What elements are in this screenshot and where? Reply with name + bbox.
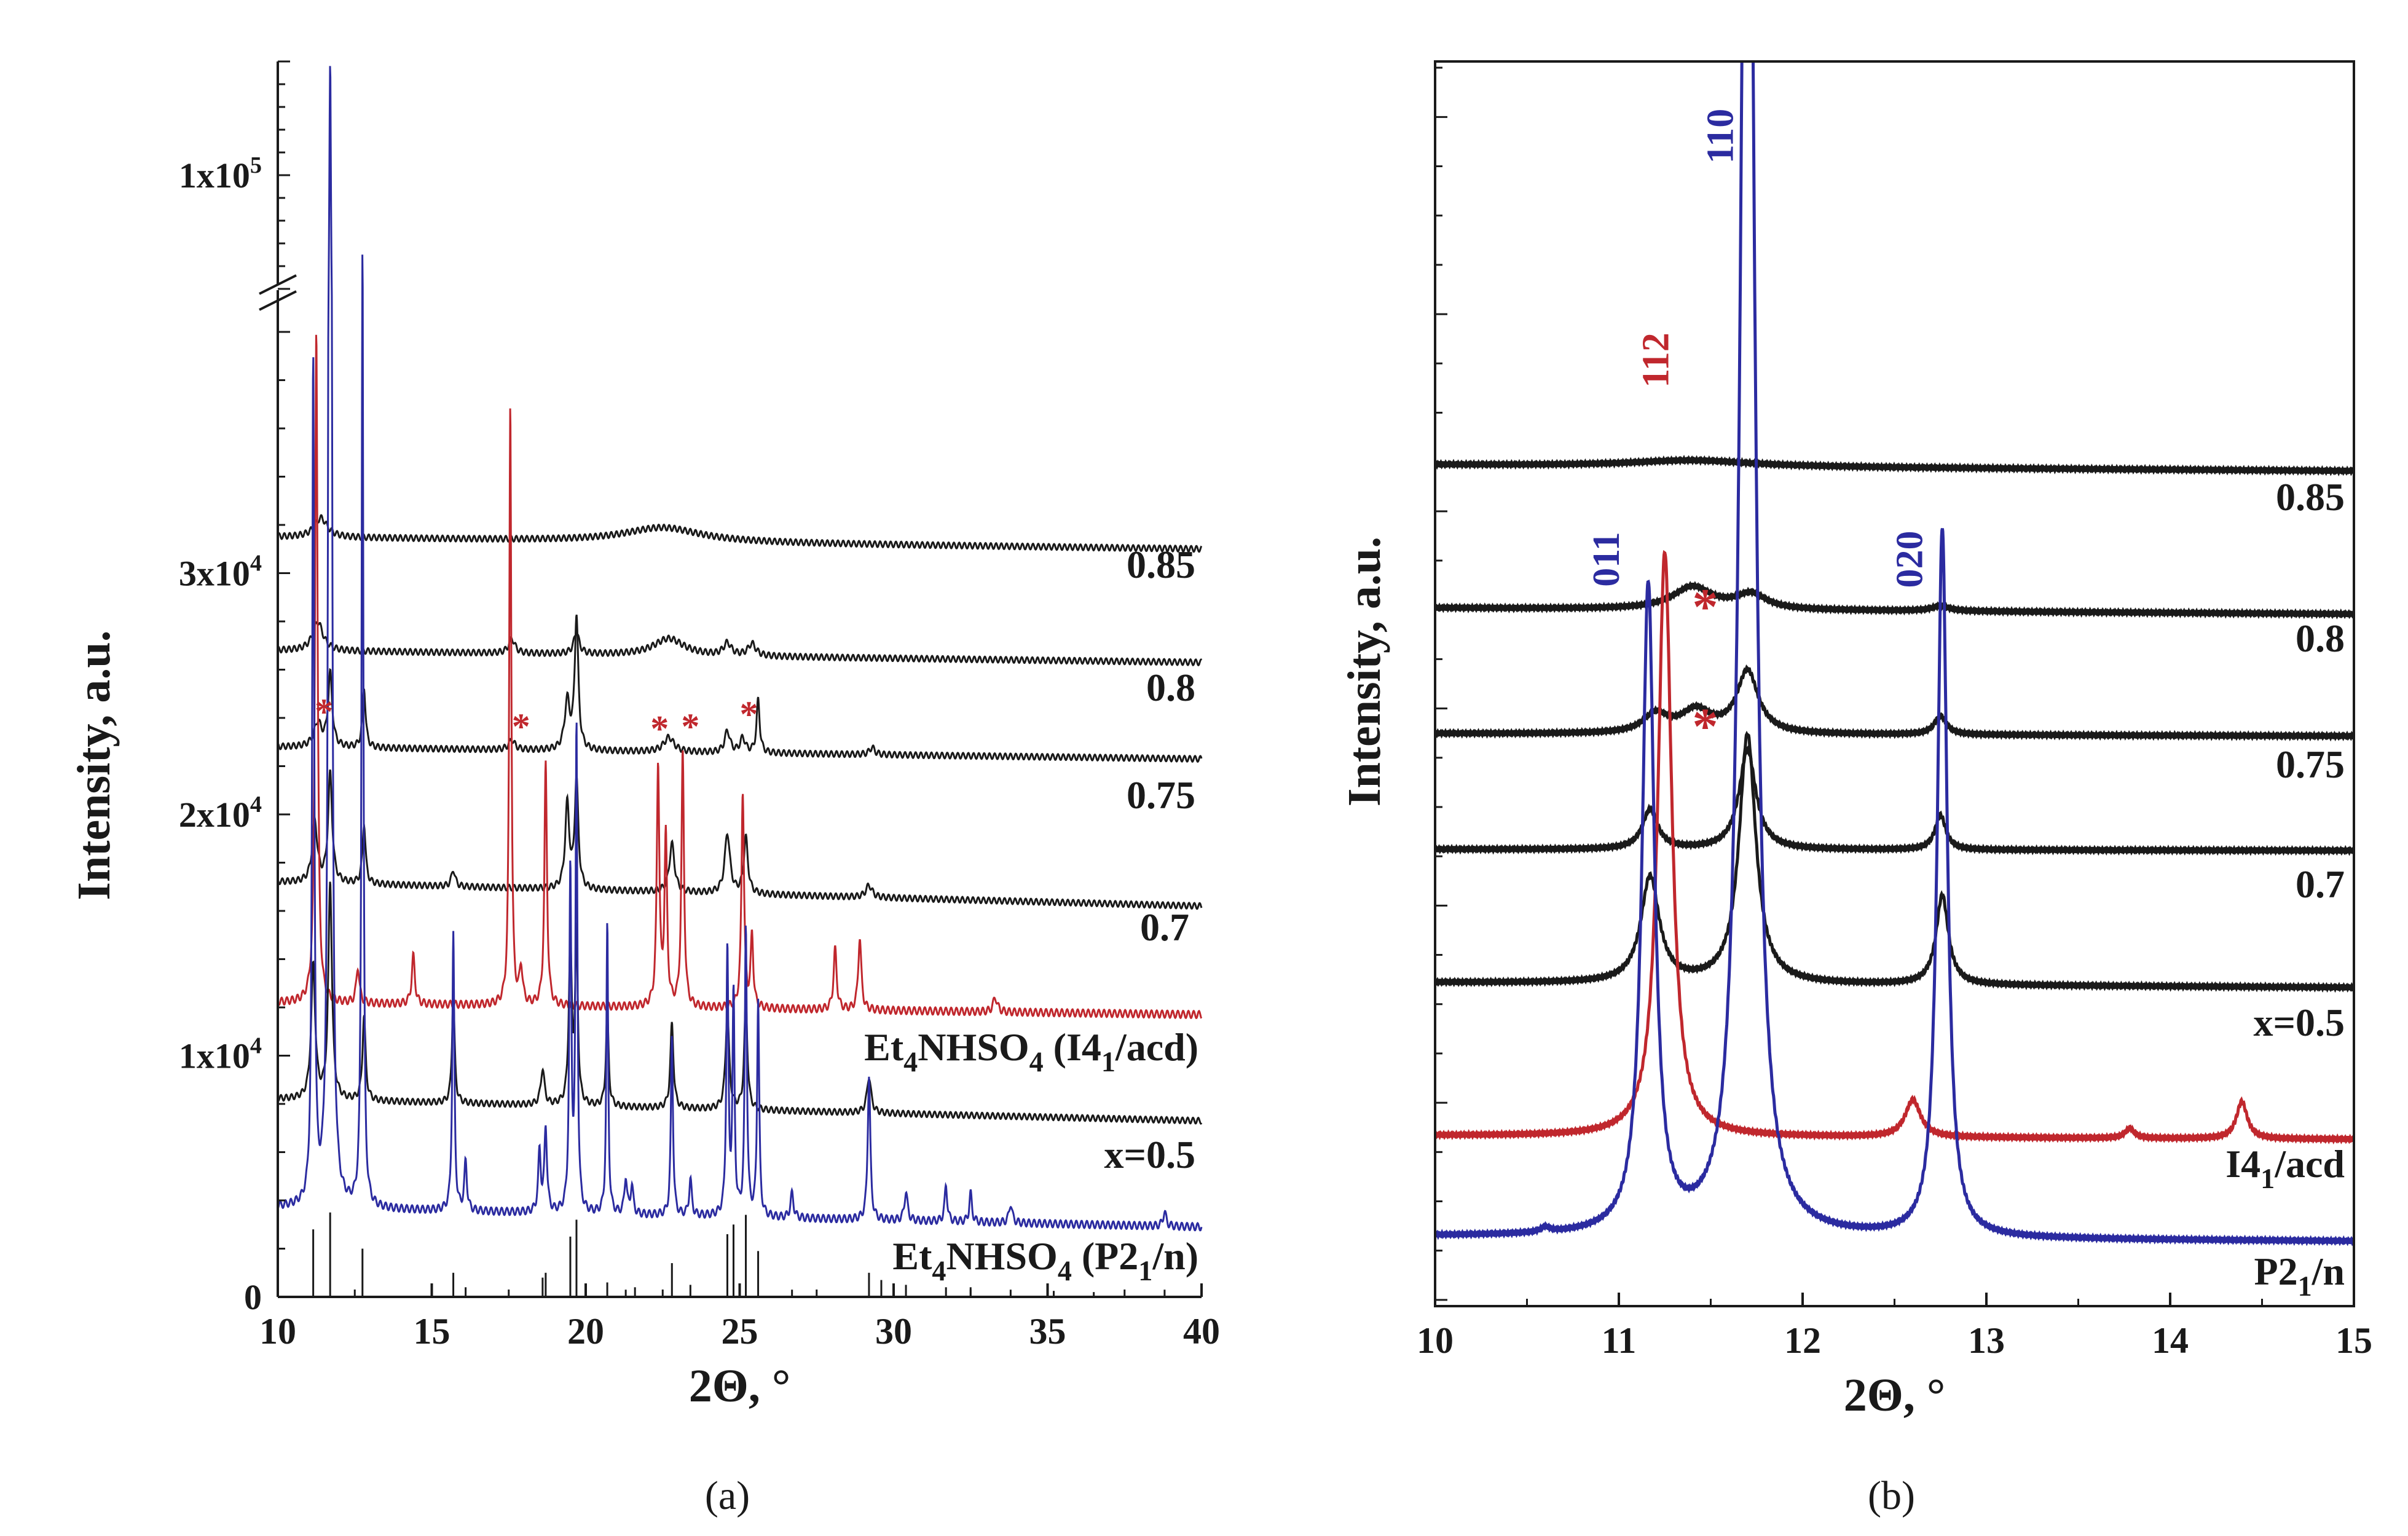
series-line — [278, 514, 1203, 553]
series-path — [278, 514, 1203, 553]
series-label: 0.8 — [1146, 666, 1195, 709]
series-line — [1435, 61, 2354, 1247]
series-path — [1435, 549, 2354, 1144]
series-line — [278, 881, 1203, 1125]
series-path — [1435, 744, 2354, 856]
reference-sticks — [312, 1212, 1166, 1297]
series-path — [1435, 664, 2354, 742]
series-line — [278, 621, 1203, 667]
series-line — [1435, 730, 2354, 993]
series-path — [1435, 61, 2354, 1247]
y-axis-label: Intensity, a.u. — [1339, 537, 1390, 806]
series-path — [278, 621, 1203, 667]
x-tick-label: 10 — [259, 1311, 296, 1352]
x-tick-label: 13 — [1968, 1320, 2005, 1361]
x-tick-label: 14 — [2152, 1320, 2189, 1361]
y-tick-label: 2x104 — [179, 792, 262, 835]
series-path — [1435, 581, 2354, 620]
panel-a-chart: 10 15 20 25 30 35 40 0 1x104 2x104 3x104 1x105 2Θ, °… — [68, 60, 1220, 1518]
peak-marker: * — [315, 691, 333, 732]
peak-marker: * — [740, 694, 758, 735]
series-label: P21/n — [2254, 1250, 2345, 1302]
series-label: 0.75 — [1127, 773, 1195, 817]
series-label: Et4NHSO4 (P21/n) — [892, 1234, 1198, 1286]
y-axis-label: Intensity, a.u. — [68, 630, 120, 900]
series-label: 0.85 — [1127, 543, 1195, 586]
series-line — [1435, 549, 2354, 1144]
caption-a: (a) — [705, 1473, 750, 1518]
series-label: x=0.5 — [2254, 1001, 2345, 1044]
series-label: 0.8 — [2296, 616, 2345, 660]
series-path — [278, 769, 1203, 910]
series-label: 0.7 — [1140, 905, 1189, 949]
x-tick-label: 40 — [1183, 1311, 1220, 1352]
series-label: x=0.5 — [1104, 1133, 1195, 1176]
series-line — [1435, 744, 2354, 856]
series-path — [278, 334, 1203, 1020]
x-tick-label: 35 — [1029, 1311, 1066, 1352]
panel-b-chart: 10 11 12 13 14 15 2Θ, ° Intensity, a.u. (b) 0.85 0… — [1339, 60, 2372, 1518]
x-tick-label: 20 — [567, 1311, 604, 1352]
series-label: I41/acd — [2225, 1142, 2345, 1194]
series-line — [1435, 454, 2354, 476]
peak-marker: * — [1693, 698, 1718, 755]
x-tick-label: 10 — [1417, 1320, 1454, 1361]
peak-marker: * — [650, 709, 669, 749]
series-line — [278, 614, 1203, 763]
y-tick-label: 3x104 — [179, 551, 262, 594]
series-path — [278, 614, 1203, 763]
peak-label: 020 — [1889, 531, 1930, 588]
x-axis-label: 2Θ, ° — [689, 1360, 791, 1412]
caption-b: (b) — [1868, 1473, 1915, 1518]
series-line — [1435, 664, 2354, 742]
peak-label: 110 — [1699, 109, 1741, 164]
axis-break-mark — [259, 274, 297, 295]
peak-marker: * — [512, 706, 530, 747]
x-tick-label: 15 — [2335, 1320, 2372, 1361]
axis-break-mark — [259, 290, 297, 311]
peak-label: 011 — [1586, 532, 1627, 587]
x-tick-label: 30 — [875, 1311, 912, 1352]
series-label: 0.75 — [2276, 742, 2345, 786]
series-line — [278, 334, 1203, 1020]
peak-marker: * — [1693, 578, 1718, 636]
y-tick-label: 0 — [244, 1277, 262, 1317]
x-tick-label: 15 — [414, 1311, 451, 1352]
series-line — [278, 769, 1203, 910]
series-path — [1435, 730, 2354, 993]
x-tick-label: 12 — [1784, 1320, 1821, 1361]
peak-marker: * — [681, 706, 699, 747]
series-path — [278, 881, 1203, 1125]
series-label: 0.85 — [2276, 475, 2345, 519]
x-axis-label: 2Θ, ° — [1844, 1369, 1946, 1421]
series-path — [1435, 454, 2354, 476]
y-tick-label: 1x105 — [179, 152, 262, 195]
series-label: Et4NHSO4 (I41/acd) — [864, 1025, 1198, 1077]
peak-label: 112 — [1635, 333, 1677, 388]
x-tick-label: 11 — [1602, 1320, 1637, 1361]
x-tick-label: 25 — [722, 1311, 758, 1352]
series-line — [1435, 581, 2354, 620]
series-label: 0.7 — [2296, 862, 2345, 906]
series-line — [278, 66, 1203, 1232]
y-tick-label: 1x104 — [179, 1033, 262, 1076]
series-path — [278, 66, 1203, 1232]
